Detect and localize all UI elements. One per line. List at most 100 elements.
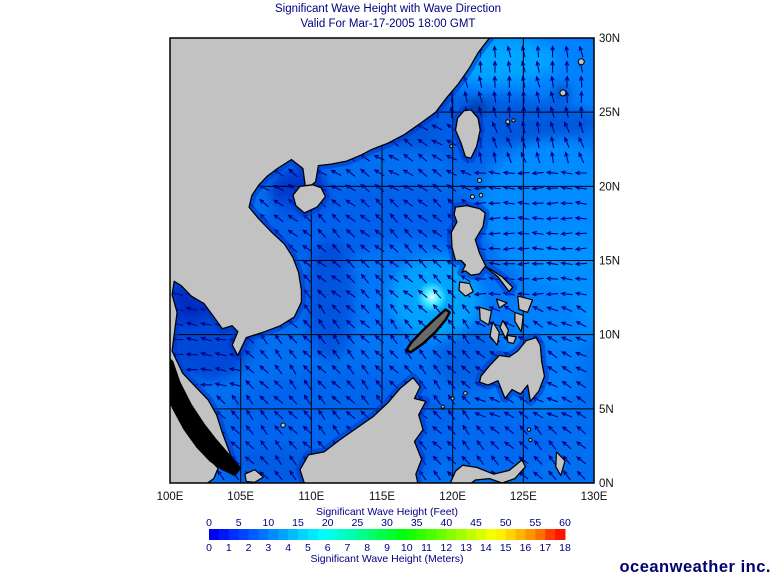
map-border	[169, 37, 595, 484]
wave-arrow	[502, 246, 515, 252]
wave-arrow	[302, 364, 312, 375]
wave-arrow	[561, 426, 572, 434]
wave-arrow	[506, 60, 512, 73]
wave-arrow	[560, 216, 573, 221]
lat-label: 5N	[599, 404, 614, 416]
wave-arrow	[507, 75, 512, 88]
land-islet	[559, 89, 567, 97]
wave-arrow	[316, 274, 327, 283]
wave-arrow	[503, 305, 515, 313]
lon-label: 105E	[227, 491, 254, 503]
wave-arrow	[185, 352, 198, 357]
wave-arrow	[547, 350, 558, 359]
wave-arrow	[488, 412, 501, 418]
wave-arrow	[332, 333, 340, 345]
wave-arrow	[417, 199, 428, 207]
wave-arrow	[546, 381, 558, 388]
wave-arrow	[316, 260, 327, 268]
wave-arrow	[447, 303, 456, 315]
meter-tick: 15	[500, 542, 512, 554]
lat-label: 20N	[599, 181, 620, 193]
wave-arrow	[344, 184, 356, 192]
wave-arrow	[549, 136, 555, 149]
land-sulawesi	[449, 459, 527, 483]
colorbar-segment	[535, 529, 546, 540]
wave-arrow	[531, 276, 544, 282]
wave-arrow	[575, 381, 587, 389]
land-island	[244, 469, 264, 483]
wave-arrow	[389, 228, 399, 239]
wave-arrow	[560, 321, 573, 327]
wave-arrow	[490, 440, 500, 450]
lat-label: 25N	[599, 107, 620, 119]
land-islet	[450, 396, 455, 401]
wave-arrow	[330, 275, 342, 283]
wave-arrow	[546, 412, 558, 418]
wave-arrow	[488, 396, 501, 403]
wave-arrow	[506, 45, 512, 58]
wave-arrow	[345, 214, 356, 222]
wave-arrow	[259, 455, 269, 465]
wave-arrow	[503, 441, 515, 450]
wave-arrow	[389, 349, 399, 359]
colorbar-segment	[367, 529, 378, 540]
colorbar-segment	[209, 529, 220, 540]
land-borneo	[299, 377, 427, 483]
wave-arrow	[488, 201, 501, 206]
wave-arrow	[417, 184, 428, 192]
wave-arrow	[521, 105, 527, 119]
wave-arrow	[446, 440, 457, 450]
wave-arrow	[578, 45, 584, 58]
wave-arrow	[545, 216, 559, 221]
meter-tick: 1	[226, 542, 232, 554]
land-island	[478, 306, 493, 326]
wave-arrow	[302, 350, 313, 359]
wave-arrow	[492, 136, 498, 149]
wave-arrow	[463, 90, 468, 103]
wave-arrow	[302, 273, 312, 284]
wave-arrow	[272, 184, 284, 192]
wave-arrow	[359, 214, 371, 223]
wave-arrow	[477, 75, 483, 88]
wave-arrow	[446, 334, 456, 344]
wave-arrow	[360, 304, 370, 314]
wave-arrow	[317, 228, 327, 238]
meter-tick-labels: 0 1 2 3 4 5 6 7 8 9 10 11 12 13 14 15 16 17 18	[206, 542, 571, 554]
wave-arrow	[432, 198, 442, 208]
colorbar-segment	[396, 529, 408, 540]
wave-arrow	[488, 216, 501, 221]
wave-arrow	[402, 169, 414, 177]
meter-tick: 12	[440, 542, 452, 554]
wave-arrow	[228, 367, 241, 372]
wave-arrow	[446, 274, 457, 283]
wave-arrow	[389, 213, 398, 223]
wave-arrow	[302, 335, 313, 344]
wave-arrow	[185, 306, 198, 311]
lon-label: 100E	[157, 491, 184, 503]
wave-arrow	[446, 184, 457, 192]
wave-arrow	[244, 456, 255, 465]
wave-arrow	[447, 379, 456, 390]
wave-arrow	[316, 350, 327, 359]
valid-time-subtitle: Valid For Mar-17-2005 18:00 GMT	[300, 18, 476, 30]
feet-tick: 30	[381, 517, 393, 529]
wave-arrow	[259, 365, 269, 374]
colorbar-segment	[387, 529, 398, 540]
wave-arrow	[531, 170, 544, 176]
wave-arrow	[460, 380, 471, 389]
wave-arrow	[417, 214, 428, 222]
wave-arrow	[390, 318, 398, 330]
colorbar-segment	[307, 529, 319, 540]
wave-arrow	[492, 60, 498, 73]
wave-arrow	[185, 321, 198, 327]
wave-arrow	[359, 244, 370, 253]
wave-arrow	[432, 349, 442, 359]
wave-arrow	[432, 183, 442, 193]
feet-tick: 25	[351, 517, 363, 529]
wave-arrow	[260, 439, 268, 451]
wave-arrow	[374, 183, 385, 193]
wave-arrow	[516, 261, 530, 267]
wave-arrow	[476, 439, 485, 451]
wave-arrow	[546, 397, 558, 403]
